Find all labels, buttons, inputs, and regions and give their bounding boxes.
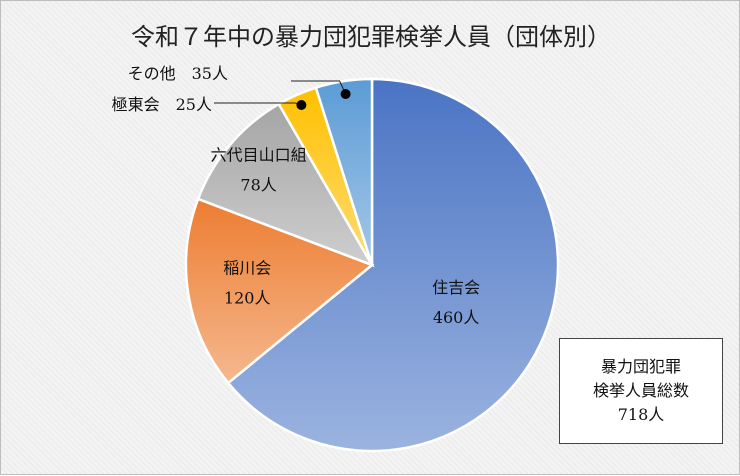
total-label-line1: 暴力団犯罪 bbox=[600, 357, 681, 376]
total-value: 718人 bbox=[617, 405, 665, 424]
slice-label-outside: 極東会 25人 bbox=[112, 95, 212, 114]
pie-slices bbox=[184, 77, 560, 453]
total-box: 暴力団犯罪 検挙人員総数 718人 bbox=[559, 338, 723, 444]
leader-dot bbox=[296, 100, 307, 110]
pie-slice-2 bbox=[196, 102, 375, 268]
slice-value: 78人 bbox=[240, 176, 276, 195]
slice-label: 六代目山口組 bbox=[211, 146, 307, 165]
pie-slice-0 bbox=[226, 77, 560, 453]
pie-slice-4 bbox=[314, 77, 374, 266]
slice-label: 稲川会 bbox=[223, 258, 271, 277]
slice-label-outside: その他 35人 bbox=[128, 64, 228, 83]
total-label-line2: 検挙人員総数 bbox=[592, 381, 689, 400]
chart-title: 令和７年中の暴力団犯罪検挙人員（団体別） bbox=[131, 23, 611, 51]
slice-value: 460人 bbox=[433, 308, 480, 327]
slice-labels: 住吉会 460人 稲川会 120人 六代目山口組 78人 極東会 25人 その他 35人 bbox=[112, 64, 480, 327]
pie-slice-1 bbox=[184, 197, 375, 385]
slice-value: 120人 bbox=[224, 288, 271, 307]
slice-label: 住吉会 bbox=[432, 278, 480, 297]
leader-dot bbox=[340, 89, 351, 99]
leader-lines bbox=[214, 80, 351, 110]
